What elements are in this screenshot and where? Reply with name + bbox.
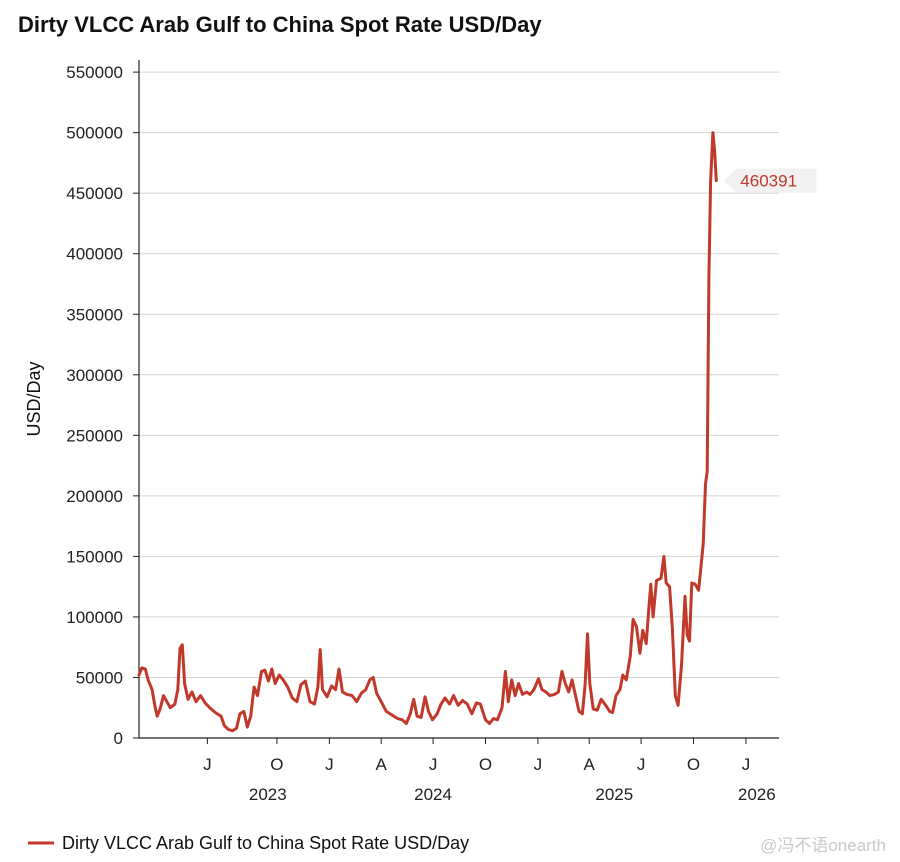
x-year-label: 2026 [738, 785, 776, 804]
x-tick-label: O [479, 755, 492, 774]
x-tick-label: A [376, 755, 388, 774]
x-tick-label: O [687, 755, 700, 774]
x-year-label: 2024 [414, 785, 452, 804]
y-tick-label: 200000 [66, 487, 123, 506]
x-year-label: 2025 [595, 785, 633, 804]
last-value-label: 460391 [740, 172, 797, 191]
y-tick-label: 450000 [66, 184, 123, 203]
watermark-text: @冯不语onearth [760, 836, 886, 855]
x-tick-label: J [429, 755, 438, 774]
y-tick-label: 550000 [66, 63, 123, 82]
x-tick-label: O [270, 755, 283, 774]
x-tick-label: J [325, 755, 334, 774]
y-tick-label: 50000 [76, 668, 123, 687]
last-value-box [724, 168, 817, 193]
y-axis-label: USD/Day [24, 361, 44, 436]
y-tick-label: 350000 [66, 305, 123, 324]
x-tick-label: J [637, 755, 646, 774]
y-tick-label: 250000 [66, 426, 123, 445]
y-tick-label: 100000 [66, 608, 123, 627]
x-tick-label: J [203, 755, 212, 774]
chart-title: Dirty VLCC Arab Gulf to China Spot Rate … [18, 12, 542, 37]
x-year-label: 2023 [249, 785, 287, 804]
y-tick-label: 150000 [66, 547, 123, 566]
y-tick-label: 0 [114, 729, 123, 748]
y-tick-label: 300000 [66, 366, 123, 385]
y-tick-label: 500000 [66, 124, 123, 143]
legend-label: Dirty VLCC Arab Gulf to China Spot Rate … [62, 833, 469, 853]
x-tick-label: A [584, 755, 596, 774]
x-tick-label: J [534, 755, 543, 774]
series-line [137, 131, 718, 733]
y-tick-label: 400000 [66, 245, 123, 264]
x-tick-label: J [742, 755, 751, 774]
